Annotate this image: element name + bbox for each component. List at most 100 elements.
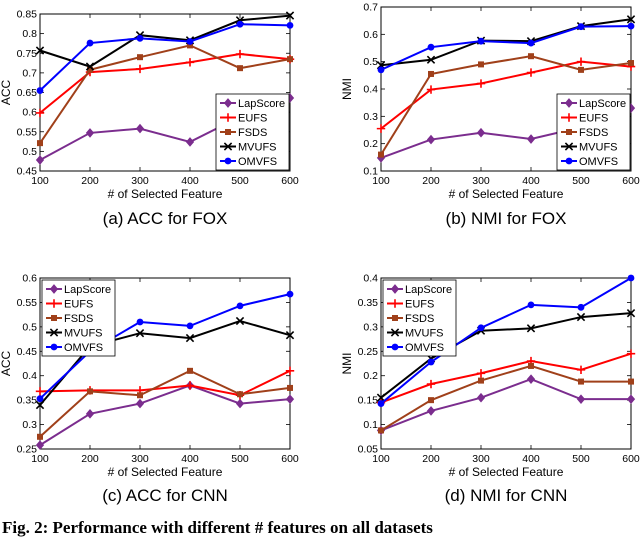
data-point-lapscore <box>85 409 95 419</box>
data-point-lapscore <box>135 123 145 134</box>
y-tick-label: 0.5 <box>22 146 37 158</box>
data-point-omvfs <box>377 400 385 407</box>
x-axis-label: # of Selected Feature <box>449 465 564 479</box>
data-point-lapscore <box>35 440 45 450</box>
legend-label: OMVFS <box>579 156 618 168</box>
legend-swatch-marker <box>390 328 400 337</box>
x-tick-label: 200 <box>81 175 99 187</box>
series-line-lapscore <box>380 378 631 432</box>
legend-swatch-marker <box>223 113 233 122</box>
series-line-eufs <box>39 53 291 114</box>
legend-label: EUFS <box>405 299 434 311</box>
y-tick-label: 0.55 <box>17 126 38 138</box>
series-line-omvfs <box>380 277 632 405</box>
legend-label: FSDS <box>579 127 608 139</box>
data-point-omvfs <box>477 324 485 332</box>
legend-label: OMVFS <box>238 156 277 168</box>
series-line-lapscore <box>39 384 291 446</box>
legend-label: EUFS <box>64 299 93 311</box>
series-line-fsds <box>380 364 631 432</box>
y-tick-label: 0.2 <box>363 370 378 382</box>
data-point-omvfs <box>377 66 385 74</box>
x-tick-label: 600 <box>281 175 299 187</box>
data-point-eufs <box>35 108 45 118</box>
data-point-fsds <box>478 377 484 384</box>
data-point-omvfs <box>577 303 585 311</box>
data-point-eufs <box>135 64 145 74</box>
data-point-mvufs <box>576 312 586 322</box>
data-point-lapscore <box>426 134 436 145</box>
legend-swatch-marker <box>225 129 231 135</box>
data-point-lapscore <box>476 392 486 403</box>
legend-swatch-marker <box>223 98 233 108</box>
legend-label: FSDS <box>405 313 434 325</box>
data-point-lapscore <box>285 394 295 404</box>
data-point-mvufs <box>626 309 636 318</box>
y-tick-label: 0.1 <box>363 166 378 178</box>
y-tick-label: 0.6 <box>363 29 378 41</box>
data-point-eufs <box>526 68 536 77</box>
x-tick-label: 200 <box>422 175 440 187</box>
data-point-fsds <box>37 433 43 440</box>
data-point-fsds <box>628 378 634 385</box>
legend-swatch-marker <box>564 142 574 151</box>
y-tick-label: 0.35 <box>358 297 379 309</box>
y-tick-label: 0.05 <box>358 444 379 456</box>
data-point-lapscore <box>85 128 95 138</box>
legend-swatch-marker <box>49 299 59 308</box>
data-point-omvfs <box>477 37 485 45</box>
y-tick-label: 0.8 <box>22 28 37 40</box>
data-point-omvfs <box>427 43 435 51</box>
x-tick-label: 400 <box>181 453 199 465</box>
legend-label: OMVFS <box>64 342 103 354</box>
series-line-omvfs <box>39 23 291 92</box>
data-point-fsds <box>187 367 193 374</box>
data-point-omvfs <box>86 39 94 47</box>
y-tick-label: 0.2 <box>363 138 378 150</box>
y-tick-label: 0.45 <box>17 346 38 358</box>
legend-swatch-marker <box>564 113 574 122</box>
legend-label: FSDS <box>238 127 267 139</box>
legend-label: MVUFS <box>64 328 103 340</box>
y-tick-label: 0.3 <box>363 111 378 123</box>
data-point-fsds <box>628 60 634 67</box>
legend-swatch-marker <box>565 157 573 165</box>
data-point-lapscore <box>185 137 195 147</box>
data-point-lapscore <box>35 155 45 165</box>
legend: LapScore EUFS FSDS MVUFS OMVFS <box>215 93 290 171</box>
legend-swatch-marker <box>49 284 59 294</box>
legend-label: OMVFS <box>405 342 444 354</box>
data-point-omvfs <box>577 23 585 31</box>
legend-label: FSDS <box>64 313 93 325</box>
x-tick-label: 500 <box>572 453 590 465</box>
y-tick-label: 0.6 <box>22 273 37 285</box>
data-point-mvufs <box>35 46 45 55</box>
series-line-mvufs <box>380 312 632 399</box>
data-point-mvufs <box>285 330 295 340</box>
x-tick-label: 600 <box>622 175 640 187</box>
data-point-fsds <box>528 362 534 369</box>
data-point-mvufs <box>135 329 145 338</box>
data-point-fsds <box>287 384 293 391</box>
data-point-fsds <box>578 66 584 73</box>
legend-swatch-marker <box>390 299 400 308</box>
legend-swatch-marker <box>564 98 574 108</box>
x-tick-label: 300 <box>472 453 490 465</box>
series-line-fsds <box>39 44 291 144</box>
data-point-lapscore <box>526 134 536 144</box>
legend-label: MVUFS <box>238 142 277 154</box>
legend-label: LapScore <box>405 284 452 296</box>
y-tick-label: 0.45 <box>17 166 38 178</box>
data-point-eufs <box>476 369 486 378</box>
data-point-omvfs <box>236 20 244 28</box>
legend-swatch-marker <box>390 284 400 294</box>
y-tick-label: 0.4 <box>363 84 378 96</box>
panel-caption: (c) ACC for CNN <box>102 486 228 505</box>
x-tick-label: 500 <box>231 175 249 187</box>
data-point-fsds <box>378 151 384 158</box>
x-tick-label: 500 <box>231 453 249 465</box>
legend-swatch-marker <box>391 343 399 351</box>
series-line-eufs <box>380 60 632 130</box>
data-point-lapscore <box>476 127 486 138</box>
